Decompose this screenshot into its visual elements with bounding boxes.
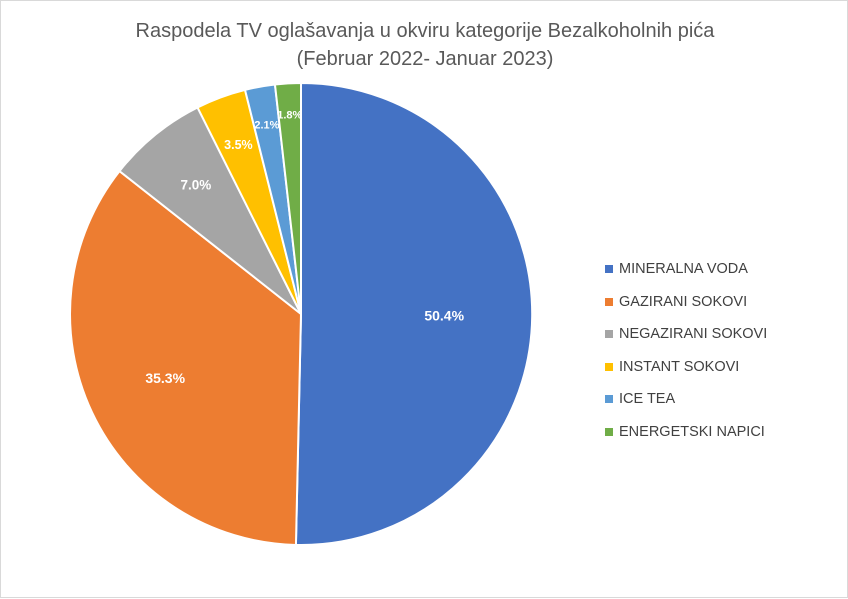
legend-swatch bbox=[605, 362, 613, 371]
legend-item-energetski-napici: ENERGETSKI NAPICI bbox=[605, 416, 767, 449]
legend-label: GAZIRANI SOKOVI bbox=[619, 293, 748, 310]
data-label-gazirani-sokovi: 35.3% bbox=[145, 370, 185, 386]
legend-swatch bbox=[605, 427, 613, 436]
data-label-ice-tea: 2.1% bbox=[254, 119, 279, 131]
legend-swatch bbox=[605, 297, 613, 306]
data-label-mineralna-voda: 50.4% bbox=[424, 308, 464, 324]
data-label-negazirani-sokovi: 7.0% bbox=[181, 178, 212, 193]
legend-swatch bbox=[605, 395, 613, 404]
legend-item-mineralna-voda: MINERALNA VODA bbox=[605, 253, 767, 286]
legend-item-gazirani-sokovi: GAZIRANI SOKOVI bbox=[605, 286, 767, 319]
chart-legend: MINERALNA VODA GAZIRANI SOKOVI NEGAZIRANI … bbox=[605, 253, 767, 448]
legend-label: NEGAZIRANI SOKOVI bbox=[619, 326, 768, 343]
pie-slice-energetski-napici bbox=[273, 81, 302, 315]
legend-label: ICE TEA bbox=[619, 391, 676, 408]
legend-swatch bbox=[605, 330, 613, 339]
legend-item-instant-sokovi: INSTANT SOKOVI bbox=[605, 351, 767, 384]
chart-title: Raspodela TV oglašavanja u okviru katego… bbox=[135, 20, 715, 42]
pie-slice-gazirani-sokovi bbox=[69, 169, 303, 546]
chart-subtitle: (Februar 2022- Januar 2023) bbox=[296, 48, 554, 70]
chart-title-block: Raspodela TV oglašavanja u okviru katego… bbox=[1, 17, 848, 73]
data-label-energetski-napici: 1.8% bbox=[277, 110, 302, 122]
legend-label: ENERGETSKI NAPICI bbox=[619, 423, 765, 440]
pie-slice-negazirani-sokovi bbox=[118, 106, 302, 315]
legend-label: INSTANT SOKOVI bbox=[619, 358, 740, 375]
legend-item-ice-tea: ICE TEA bbox=[605, 383, 767, 416]
legend-label: MINERALNA VODA bbox=[619, 261, 748, 278]
data-label-instant-sokovi: 3.5% bbox=[224, 138, 253, 152]
legend-item-negazirani-sokovi: NEGAZIRANI SOKOVI bbox=[605, 318, 767, 351]
legend-swatch bbox=[605, 265, 613, 274]
pie-slice-mineralna-voda bbox=[294, 81, 534, 546]
